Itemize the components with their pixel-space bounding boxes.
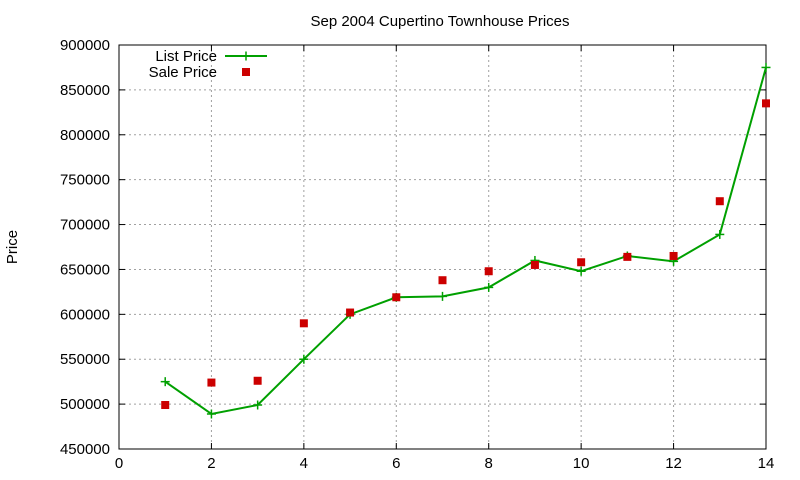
- y-tick-label: 650000: [60, 261, 110, 278]
- list-price-point: [160, 377, 170, 387]
- grid: [119, 45, 766, 449]
- x-tick-label: 12: [665, 455, 682, 472]
- list-price-point: [484, 282, 494, 292]
- list-price-point: [761, 62, 771, 72]
- legend-label: Sale Price: [149, 64, 217, 81]
- x-tick-label: 14: [758, 455, 775, 472]
- y-tick-label: 900000: [60, 37, 110, 54]
- y-tick-label: 700000: [60, 217, 110, 234]
- list-price-point: [206, 409, 216, 419]
- x-tick-label: 4: [300, 455, 308, 472]
- x-tick-label: 8: [485, 455, 493, 472]
- series-sale-price: [161, 99, 770, 410]
- sale-price-point: [484, 267, 493, 276]
- series-list-price: [160, 62, 771, 419]
- axis-ticks: 0 2 4 6 8 10 12 14 450000 500000 550000 600000 65000…: [60, 37, 774, 472]
- y-axis-label: Price: [4, 230, 21, 264]
- sale-price-point: [299, 319, 308, 328]
- legend-plus-swatch: [241, 51, 251, 61]
- list-price-point: [576, 266, 586, 276]
- list-price-point: [715, 229, 725, 239]
- list-price-point: [299, 354, 309, 364]
- x-tick-label: 10: [573, 455, 590, 472]
- sale-price-point: [623, 252, 632, 261]
- sale-price-point: [207, 378, 216, 387]
- list-price-line: [164, 67, 767, 416]
- y-tick-label: 800000: [60, 127, 110, 144]
- sale-price-point: [253, 376, 262, 385]
- sale-price-point: [530, 260, 539, 269]
- legend-square-swatch: [242, 68, 250, 76]
- list-price-point: [253, 400, 263, 410]
- sale-price-point: [161, 401, 170, 410]
- sale-price-point: [577, 258, 586, 267]
- sale-price-point: [762, 99, 770, 108]
- chart-title: Sep 2004 Cupertino Townhouse Prices: [310, 13, 569, 30]
- y-tick-label: 850000: [60, 82, 110, 99]
- y-tick-label: 550000: [60, 351, 110, 368]
- plot-frame: [118, 44, 767, 450]
- sale-price-point: [346, 308, 355, 317]
- y-tick-label: 600000: [60, 306, 110, 323]
- series: [160, 62, 771, 419]
- y-tick-label: 450000: [60, 441, 110, 458]
- y-tick-label: 750000: [60, 172, 110, 189]
- sale-price-point: [392, 293, 401, 302]
- sale-price-point: [669, 251, 678, 260]
- y-tick-label: 500000: [60, 396, 110, 413]
- sale-price-point: [438, 276, 447, 285]
- list-price-point: [438, 291, 447, 301]
- x-tick-label: 0: [115, 455, 123, 472]
- sale-price-point: [715, 197, 724, 206]
- x-tick-label: 2: [207, 455, 215, 472]
- legend-label: List Price: [155, 48, 217, 65]
- x-tick-label: 6: [392, 455, 400, 472]
